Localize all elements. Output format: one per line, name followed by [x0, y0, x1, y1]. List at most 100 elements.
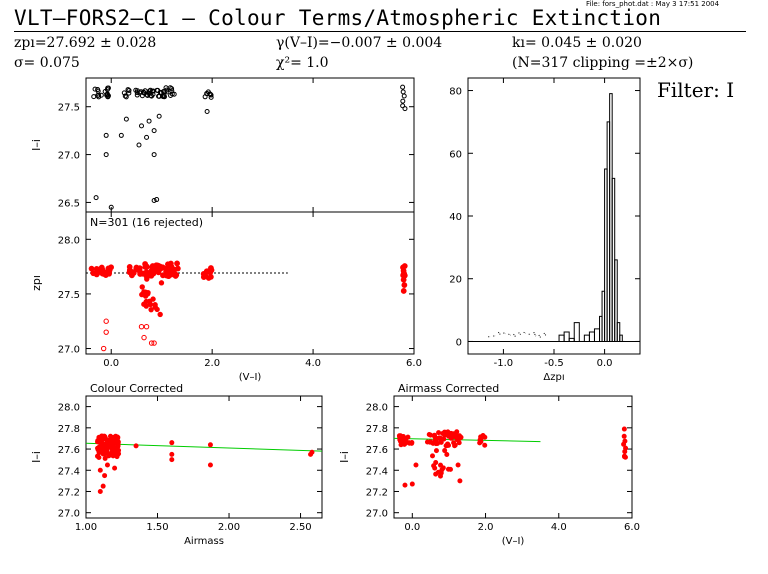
- zp-point: [158, 280, 165, 286]
- raw-point: [148, 93, 154, 99]
- raw-point: [151, 152, 157, 158]
- cc-point: [96, 455, 102, 461]
- ac-xtick-label: 4.0: [551, 522, 567, 533]
- hist-ytick-label: 40: [449, 212, 462, 223]
- zp-point: [168, 271, 174, 278]
- raw-point: [156, 113, 162, 119]
- cc-point: [169, 440, 175, 446]
- raw-point: [400, 84, 406, 90]
- cc-point: [96, 434, 102, 440]
- hist-xtick-label: 0.0: [597, 358, 613, 369]
- raw-point: [154, 197, 160, 203]
- hist-rejected-bin: [513, 333, 516, 338]
- zp-point: [88, 265, 95, 272]
- raw-point: [136, 142, 142, 148]
- cc-point: [102, 473, 108, 479]
- cc-point: [169, 451, 175, 457]
- zp-point: [143, 269, 150, 276]
- zp-xtick-label: 0.0: [103, 358, 119, 369]
- ac-point: [621, 433, 627, 439]
- hist-rejected-bin: [518, 332, 521, 335]
- cc-point: [169, 457, 175, 463]
- raw-point: [400, 103, 406, 109]
- zp-rejected-point: [103, 329, 109, 335]
- ac-point: [455, 462, 461, 468]
- hist-frame: [467, 77, 641, 355]
- raw-point: [125, 87, 131, 93]
- hist-bar: [558, 334, 565, 342]
- cc-point: [133, 443, 139, 449]
- ac-point: [405, 434, 411, 440]
- ac-point: [456, 440, 462, 446]
- zp-point: [152, 304, 158, 310]
- ac-point: [477, 437, 483, 443]
- zp-point: [173, 272, 180, 278]
- cc-xtick-label: 1.00: [75, 522, 97, 533]
- ac-point: [409, 481, 415, 487]
- ac-point: [482, 442, 488, 448]
- raw-point: [105, 94, 111, 100]
- zp-rejected-point: [103, 318, 109, 324]
- zp-point: [208, 265, 214, 271]
- cc-ylabel: I–i: [30, 451, 43, 463]
- ac-point: [433, 471, 439, 477]
- cc-point: [207, 442, 213, 448]
- ac-ytick-label: 27.2: [366, 487, 388, 498]
- raw-ytick-label: 26.5: [58, 198, 80, 209]
- cc-ytick-label: 27.6: [58, 445, 80, 456]
- zp-point: [149, 264, 156, 271]
- ac-xlabel: (V–I): [502, 536, 525, 547]
- fit-zeropoint: zpı=27.692 ± 0.028: [14, 35, 157, 51]
- title-rule: [14, 31, 746, 32]
- zp-point: [167, 262, 174, 269]
- ac-point: [432, 465, 438, 471]
- zp-point: [148, 306, 154, 313]
- zp-point: [160, 272, 166, 279]
- cc-xtick-label: 1.50: [146, 522, 168, 533]
- ac-fit-line: [393, 437, 541, 443]
- raw-point: [400, 89, 406, 95]
- ac-title: Airmass Corrected: [398, 382, 499, 395]
- cc-title: Colour Corrected: [90, 382, 183, 395]
- zp-point: [155, 267, 162, 274]
- cc-point: [100, 449, 106, 455]
- ac-point: [402, 482, 408, 488]
- ac-point: [457, 478, 463, 484]
- ac-point: [439, 436, 445, 442]
- ac-point: [621, 426, 627, 432]
- zp-point: [400, 288, 407, 294]
- cc-point: [95, 445, 101, 451]
- raw-point: [163, 85, 169, 91]
- raw-point: [146, 118, 152, 124]
- filter-label: Filter: I: [657, 78, 735, 102]
- raw-point: [164, 87, 170, 93]
- raw-ytick-label: 27.5: [58, 103, 80, 114]
- raw-point: [134, 90, 140, 96]
- hist-ytick-label: 0: [456, 337, 462, 348]
- zp-frame: [85, 211, 415, 355]
- zp-ylabel: zpı: [30, 275, 43, 291]
- ac-xtick-label: 0.0: [404, 522, 420, 533]
- cc-point: [97, 488, 103, 494]
- cc-xlabel: Airmass: [184, 536, 224, 547]
- zp-point: [139, 291, 145, 298]
- hist-xlabel: Δzpı: [543, 372, 564, 383]
- ac-point: [452, 443, 458, 449]
- raw-point: [103, 132, 109, 138]
- hist-bar: [588, 331, 595, 342]
- ac-point: [453, 433, 459, 439]
- cc-ytick-label: 27.8: [58, 424, 80, 435]
- raw-point: [400, 98, 406, 104]
- zp-rejected-point: [148, 340, 155, 346]
- raw-point: [151, 128, 157, 134]
- zp-rejected-point: [141, 334, 147, 341]
- zp-ytick-label: 28.0: [58, 235, 80, 246]
- hist-rejected-bin: [523, 331, 526, 334]
- zp-point: [145, 289, 151, 296]
- ac-point: [424, 439, 430, 445]
- zp-point: [401, 263, 408, 269]
- ac-point: [480, 432, 486, 438]
- zp-point: [93, 266, 100, 272]
- zp-xtick-label: 6.0: [406, 358, 422, 369]
- cc-point: [102, 455, 108, 461]
